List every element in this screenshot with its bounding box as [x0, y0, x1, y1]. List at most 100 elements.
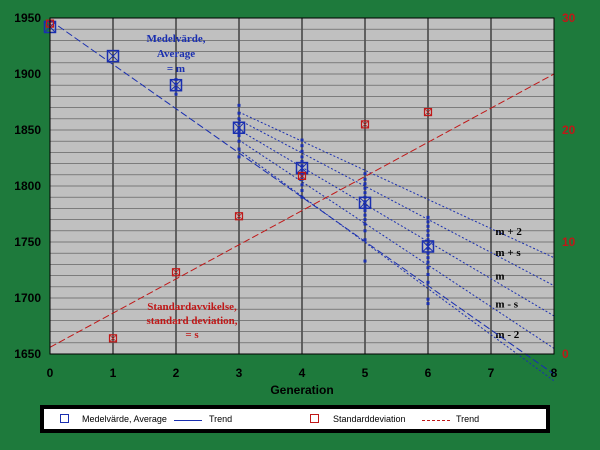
average-marker-box: [295, 161, 309, 175]
average-annotation-line: Medelvärde,: [147, 33, 206, 45]
y-left-tick-label: 1900: [14, 67, 41, 81]
individual-point: [363, 209, 367, 213]
x-tick-label: 3: [236, 366, 243, 380]
legend-stddev-marker: [310, 414, 319, 423]
average-marker-cross: [107, 50, 119, 62]
individual-point: [363, 182, 367, 186]
trend-lines: [49, 19, 555, 375]
individual-point: [426, 280, 430, 284]
stddev-marker-box: [234, 212, 244, 221]
plot-border: [49, 17, 555, 355]
legend-average-trend-label: Trend: [209, 414, 233, 424]
individual-point: [174, 87, 178, 91]
individual-point: [300, 168, 304, 172]
individual-point: [426, 220, 430, 224]
average-marker-box: [421, 240, 435, 253]
y-left-tick-label: 1700: [14, 291, 41, 305]
y-left-tick-label: 1800: [14, 179, 41, 193]
y-right-tick-label: 20: [562, 123, 576, 137]
stddev-marker-cross: [298, 172, 306, 180]
stddev-trend-line: [49, 73, 555, 348]
individual-point: [174, 82, 178, 86]
stddev-marker-cross: [361, 120, 369, 129]
individual-point: [237, 121, 241, 125]
individual-point: [300, 195, 304, 199]
individual-point: [426, 251, 430, 255]
individual-point: [426, 229, 430, 233]
individual-point: [300, 188, 304, 192]
x-tick-label: 2: [173, 366, 180, 380]
band-line: [238, 149, 555, 382]
distribution-bands: m + 2 m + s m m - s m - 2: [238, 111, 555, 382]
y-left-tick-label: 1750: [14, 235, 41, 249]
average-annotation-line: = m: [167, 63, 185, 75]
individual-point: [426, 215, 430, 219]
individual-point: [237, 155, 241, 159]
band-label: m - s: [495, 299, 518, 311]
individual-point: [363, 191, 367, 195]
stddev-marker-box: [423, 107, 433, 117]
stddev-marker-cross: [172, 268, 180, 276]
x-tick-label: 6: [425, 366, 432, 380]
legend-average-trend-line: [174, 420, 202, 421]
band-label: m + s: [495, 247, 521, 259]
individual-point: [300, 183, 304, 187]
stddev-marker: [171, 268, 181, 277]
individual-point: [237, 111, 241, 115]
x-tick-label: 4: [299, 366, 306, 380]
individual-point: [363, 177, 367, 181]
individual-point: [363, 186, 367, 190]
average-marker-cross: [170, 79, 182, 92]
average-marker-cross: [296, 162, 308, 174]
band-line: [238, 139, 555, 349]
stddev-annotation-line: Standardavvikelse,: [147, 301, 237, 313]
individual-point: [426, 260, 430, 264]
x-tick-label: 8: [551, 366, 558, 380]
average-marker-box: [358, 196, 372, 210]
stddev-marker-box: [297, 171, 307, 181]
stddev-marker-cross: [235, 212, 243, 220]
stddev-marker: [360, 120, 370, 129]
average-marker: [169, 78, 183, 92]
y-left-tick-label: 1850: [14, 123, 41, 137]
individual-point: [363, 218, 367, 222]
individual-point: [237, 139, 241, 143]
average-trend-line: [49, 19, 555, 375]
band-line: [238, 129, 555, 317]
individual-point: [300, 138, 304, 142]
individual-point: [300, 149, 304, 153]
stddev-annotation-line: = s: [185, 329, 199, 341]
individual-point: [300, 155, 304, 159]
y-right-tick-label: 0: [562, 347, 569, 361]
individual-point: [426, 256, 430, 260]
x-tick-label: 0: [47, 366, 54, 380]
stddev-marker-cross: [424, 108, 432, 116]
individual-point: [363, 213, 367, 217]
x-tick-label: 1: [110, 366, 117, 380]
stddev-marker: [234, 212, 244, 221]
individual-point: [237, 117, 241, 121]
y-right-tick-label: 30: [562, 11, 576, 25]
individual-point: [237, 147, 241, 151]
x-tick-label: 5: [362, 366, 369, 380]
legend-average-marker: [60, 414, 69, 423]
individual-point: [237, 103, 241, 107]
individual-point: [363, 238, 367, 242]
average-marker: [421, 240, 435, 253]
individual-point: [363, 200, 367, 204]
average-marker-cross: [359, 196, 371, 209]
legend: Medelvärde, Average Trend Standarddeviat…: [40, 405, 550, 433]
individual-point: [363, 229, 367, 233]
average-marker: [232, 121, 246, 135]
average-marker: [358, 196, 372, 210]
band-line: [238, 119, 555, 287]
individual-point: [363, 172, 367, 176]
legend-stddev-trend-line: [422, 420, 450, 421]
annotations: Medelvärde, Average = m Standardavvikelse, s…: [146, 33, 237, 341]
individual-point: [237, 134, 241, 138]
individual-point: [174, 92, 178, 96]
stddev-annotation-line: standard deviation,: [146, 315, 237, 327]
individual-point: [300, 164, 304, 168]
stddev-marker-box: [108, 334, 118, 343]
average-annotation-line: Average: [157, 48, 195, 60]
